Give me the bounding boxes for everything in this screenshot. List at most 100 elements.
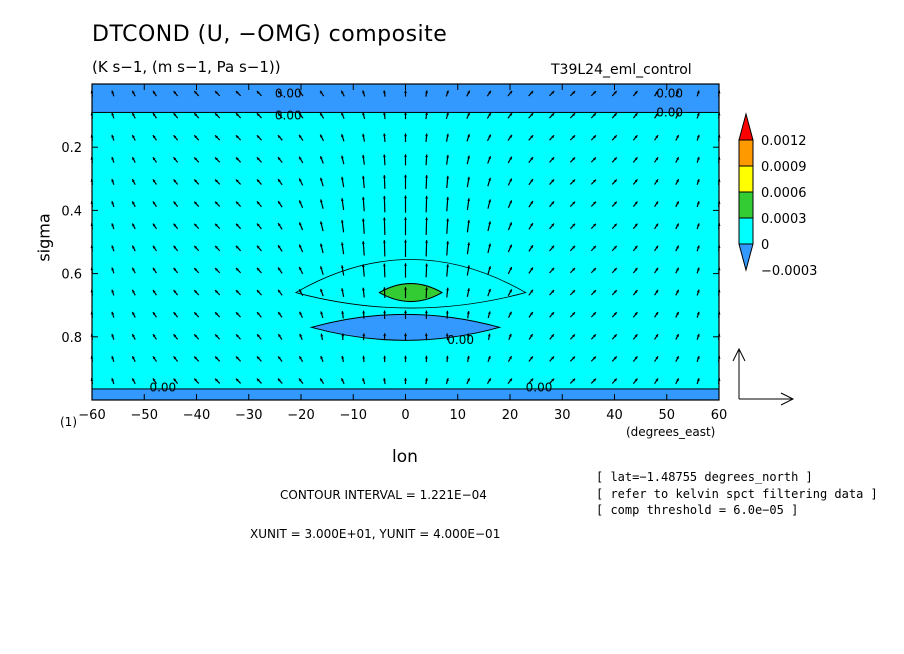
wind-vector-head xyxy=(655,135,659,139)
wind-vector-head xyxy=(132,245,135,249)
wind-vector-head xyxy=(425,263,429,267)
wind-vector-head xyxy=(256,157,260,161)
wind-vector-head xyxy=(132,356,135,360)
wind-vector-head xyxy=(446,264,450,268)
wind-vector-head xyxy=(676,334,679,338)
chart-units: (K s−1, (m s−1, Pa s−1)) xyxy=(92,58,281,76)
wind-vector-head xyxy=(152,378,156,382)
wind-vector-head xyxy=(256,179,260,183)
wind-vector-head xyxy=(256,245,260,249)
wind-vector-head xyxy=(551,290,555,293)
vector-unit-text: XUNIT = 3.000E+01, YUNIT = 4.000E−01 xyxy=(250,527,501,541)
colorbar-label: 0.0006 xyxy=(761,186,807,201)
wind-vector-head xyxy=(256,113,260,117)
wind-vector-head xyxy=(634,356,638,360)
wind-vector xyxy=(425,195,428,213)
wind-vector-head xyxy=(299,356,302,360)
wind-vector-head xyxy=(383,355,387,359)
wind-vector-head xyxy=(488,90,491,94)
y-tick-label: 0.8 xyxy=(61,331,82,346)
wind-vector-head xyxy=(173,378,177,382)
wind-vector-head xyxy=(299,289,302,293)
wind-vector-head xyxy=(404,112,407,115)
wind-vector-head xyxy=(383,310,387,314)
wind-vector-head xyxy=(111,311,115,315)
x-tick-label: 20 xyxy=(502,408,519,423)
x-tick-label: 40 xyxy=(606,408,623,423)
wind-vector-head xyxy=(425,175,429,178)
wind-vector-head xyxy=(173,223,177,227)
wind-vector-head xyxy=(361,175,365,179)
x-tick-label: 10 xyxy=(449,408,466,423)
wind-vector-head xyxy=(256,91,260,94)
wind-vector xyxy=(383,217,386,235)
wind-vector-head xyxy=(235,223,239,227)
wind-vector-head xyxy=(425,287,428,290)
x-axis-label: lon xyxy=(392,447,418,467)
wind-vector-head xyxy=(215,290,218,294)
wind-vector-head xyxy=(572,334,575,338)
wind-vector-head xyxy=(613,157,617,161)
wind-vector-head xyxy=(215,91,218,94)
wind-vector-head xyxy=(696,156,700,160)
wind-vector-head xyxy=(634,90,638,94)
wind-vector-head xyxy=(572,201,576,205)
wind-vector-head xyxy=(341,333,345,337)
wind-vector-head xyxy=(320,356,324,359)
wind-vector-head xyxy=(676,179,679,183)
wind-vector-head xyxy=(696,245,700,249)
wind-vector-head xyxy=(445,310,449,314)
wind-vector-head xyxy=(696,223,700,227)
wind-vector-head xyxy=(613,378,617,382)
wind-vector-head xyxy=(152,334,156,338)
wind-vector-head xyxy=(572,378,576,382)
wind-vector-head xyxy=(340,220,344,223)
wind-vector-head xyxy=(152,90,156,94)
wind-vector-head xyxy=(530,201,533,205)
wind-vector-head xyxy=(696,333,700,337)
wind-vector-head xyxy=(696,267,700,271)
wind-vector-head xyxy=(215,135,218,139)
wind-vector-head xyxy=(676,201,679,205)
wind-vector-head xyxy=(278,356,281,360)
wind-vector-head xyxy=(655,267,659,271)
x-tick-label: 30 xyxy=(554,408,571,423)
wind-vector-head xyxy=(256,267,260,271)
wind-vector-head xyxy=(572,135,576,139)
wind-vector-head xyxy=(530,91,534,94)
y-tick-label: 0.2 xyxy=(61,141,82,156)
wind-vector-head xyxy=(361,154,365,158)
wind-vector-head xyxy=(278,201,281,205)
wind-vector-head xyxy=(173,90,177,94)
wind-vector-head xyxy=(572,113,576,117)
x-tick-label: 0 xyxy=(401,408,409,423)
wind-vector-head xyxy=(278,245,281,249)
wind-vector-head xyxy=(298,112,302,116)
wind-vector-head xyxy=(383,90,386,94)
wind-vector-head xyxy=(676,112,679,116)
wind-vector-head xyxy=(173,179,177,183)
wind-vector xyxy=(383,240,386,257)
wind-vector-head xyxy=(215,113,218,117)
wind-vector-head xyxy=(676,134,679,138)
x-tick-label: −50 xyxy=(131,408,158,423)
wind-vector-head xyxy=(320,288,323,292)
wind-vector-head xyxy=(593,91,596,94)
wind-vector-head xyxy=(235,179,239,183)
colorbar-cell xyxy=(738,165,754,193)
wind-vector-head xyxy=(152,157,156,161)
wind-vector-head xyxy=(299,378,302,382)
wind-vector-head xyxy=(467,288,470,292)
wind-vector-head xyxy=(655,312,659,316)
wind-vector-head xyxy=(613,356,617,360)
wind-vector-head xyxy=(194,179,198,183)
wind-vector-head xyxy=(676,356,679,360)
plot-number: (1) xyxy=(60,415,77,429)
wind-vector-head xyxy=(488,156,491,160)
wind-vector-head xyxy=(299,333,303,337)
wind-vector-head xyxy=(382,263,386,267)
x-tick-label: −10 xyxy=(340,408,367,423)
wind-vector-head xyxy=(215,312,218,316)
wind-vector-head xyxy=(634,334,638,338)
